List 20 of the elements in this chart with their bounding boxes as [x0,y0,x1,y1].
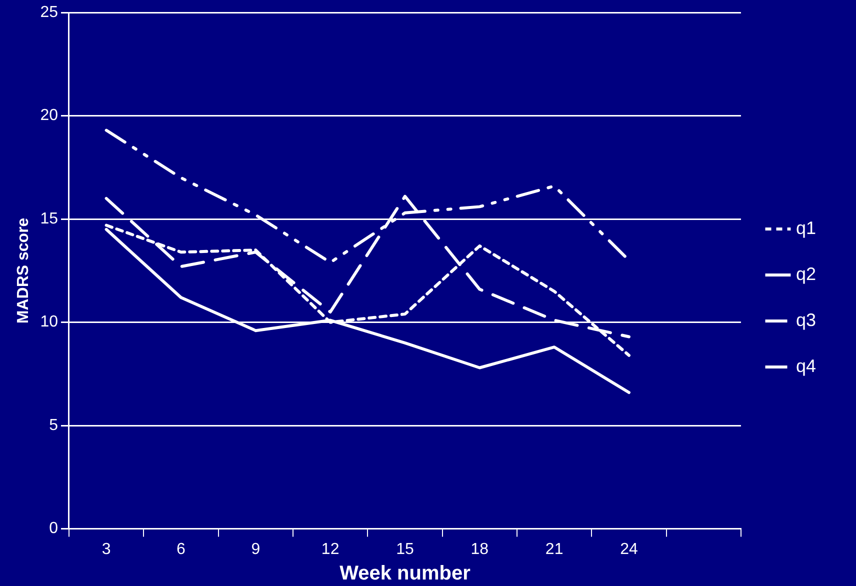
x-tick-label: 3 [102,540,111,558]
x-tick-label: 18 [470,540,489,558]
x-tick-label: 24 [620,540,638,558]
y-tick-label: 10 [40,314,58,331]
y-tick-label: 20 [40,107,58,124]
y-tick-label: 0 [49,520,58,538]
x-tick-label: 6 [176,540,186,558]
x-tick-label: 15 [396,540,414,558]
x-axis-title: Week number [340,562,471,585]
x-tick-label: 12 [321,540,340,558]
legend-label: q4 [796,356,816,376]
legend-label: q1 [796,218,816,238]
legend-label: q2 [796,264,816,284]
legend-label: q3 [796,310,816,330]
y-tick-label: 5 [49,416,58,434]
y-tick-label: 25 [40,4,58,22]
x-tick-label: 9 [251,540,260,558]
y-axis-title: MADRS score [15,218,32,324]
y-tick-label: 15 [40,210,58,228]
x-tick-label: 21 [545,540,564,558]
